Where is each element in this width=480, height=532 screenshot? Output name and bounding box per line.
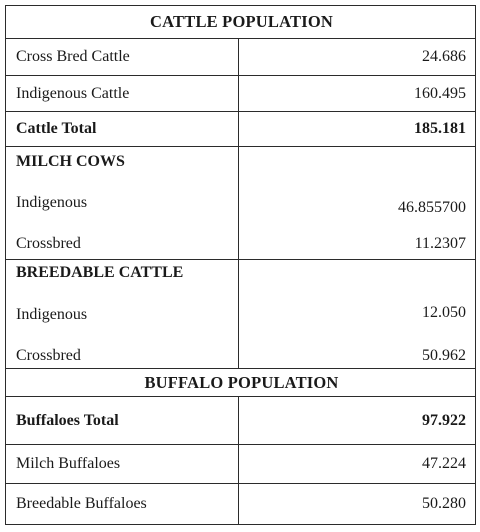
- row-value: 46.855700: [398, 199, 466, 216]
- row-value: 24.686: [238, 38, 476, 76]
- cattle-total-label: Cattle Total: [5, 111, 239, 147]
- row-value: 160.495: [238, 75, 476, 112]
- row-value: 47.224: [238, 444, 476, 484]
- row-value: 12.050: [422, 304, 466, 321]
- row-label: Indigenous Cattle: [5, 75, 239, 112]
- row-label: Breedable Buffaloes: [5, 483, 239, 525]
- row-value: 50.962: [422, 347, 466, 364]
- buffalo-population-title: BUFFALO POPULATION: [5, 368, 476, 397]
- table-row: Indigenous Cattle 160.495: [5, 75, 476, 112]
- table-row: Milch Buffaloes 47.224: [5, 444, 476, 484]
- row-label: Milch Buffaloes: [5, 444, 239, 484]
- milch-cows-values: 46.855700 11.2307: [238, 146, 476, 260]
- buffaloes-total-row: Buffaloes Total 97.922: [5, 396, 476, 445]
- row-label: Indigenous: [16, 194, 88, 211]
- milch-cows-labels: MILCH COWS Indigenous Crossbred: [5, 146, 239, 260]
- cattle-total-value: 185.181: [238, 111, 476, 147]
- milch-cows-group: MILCH COWS Indigenous Crossbred 46.85570…: [5, 146, 476, 260]
- row-value: 50.280: [238, 483, 476, 525]
- breedable-cattle-values: 12.050 50.962: [238, 259, 476, 369]
- breedable-cattle-title: BREEDABLE CATTLE: [16, 264, 184, 281]
- milch-cows-title: MILCH COWS: [16, 153, 125, 170]
- row-label: Crossbred: [16, 347, 81, 364]
- cattle-population-title: CATTLE POPULATION: [5, 5, 476, 39]
- table-row: Cross Bred Cattle 24.686: [5, 38, 476, 76]
- livestock-population-table: CATTLE POPULATION Cross Bred Cattle 24.6…: [5, 5, 476, 525]
- row-label: Crossbred: [16, 235, 81, 252]
- row-label: Cross Bred Cattle: [5, 38, 239, 76]
- buffalo-population-header-row: BUFFALO POPULATION: [5, 368, 476, 397]
- livestock-table-frame: CATTLE POPULATION Cross Bred Cattle 24.6…: [5, 5, 476, 525]
- table-row: Breedable Buffaloes 50.280: [5, 483, 476, 525]
- buffaloes-total-label: Buffaloes Total: [5, 396, 239, 445]
- row-value: 11.2307: [414, 235, 466, 252]
- breedable-cattle-group: BREEDABLE CATTLE Indigenous Crossbred 12…: [5, 259, 476, 369]
- cattle-population-header-row: CATTLE POPULATION: [5, 5, 476, 39]
- row-label: Indigenous: [16, 305, 88, 323]
- cattle-total-row: Cattle Total 185.181: [5, 111, 476, 147]
- breedable-cattle-labels: BREEDABLE CATTLE Indigenous Crossbred: [5, 259, 239, 369]
- buffaloes-total-value: 97.922: [238, 396, 476, 445]
